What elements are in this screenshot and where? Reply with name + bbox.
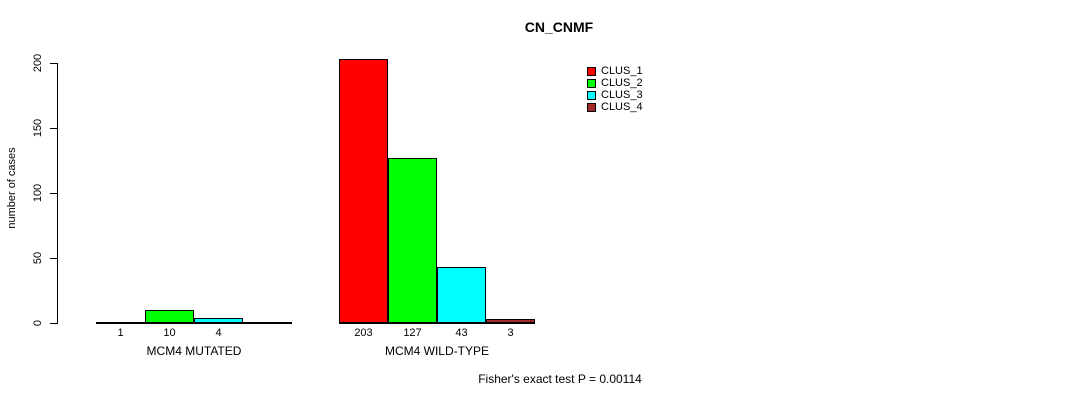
y-tick-label: 0 (32, 319, 44, 327)
bar-value-label: 4 (215, 327, 222, 339)
legend-swatch-icon (587, 78, 596, 88)
y-tick-label: 50 (32, 251, 44, 265)
y-tick-label: 100 (32, 183, 44, 203)
bar-value-label: 127 (403, 327, 422, 339)
y-tick-mark (50, 128, 57, 129)
bar-value-label: 3 (507, 327, 514, 339)
legend-label: CLUS_2 (601, 77, 643, 89)
legend-swatch-icon (587, 102, 596, 112)
y-tick-label: 150 (32, 118, 44, 138)
bar-clus_2 (388, 158, 437, 323)
y-axis-label: number of cases (6, 147, 18, 229)
legend-item-clus_2: CLUS_2 (587, 77, 643, 89)
legend-label: CLUS_3 (601, 89, 643, 101)
bar-clus_4 (486, 319, 535, 323)
y-tick-label: 200 (32, 53, 44, 73)
bar-value-label: 10 (163, 327, 176, 339)
y-axis-line (57, 63, 58, 324)
bar-clus_3 (194, 318, 243, 323)
y-tick-mark (50, 63, 57, 64)
bar-clus_1 (339, 59, 388, 323)
bar-clus_2 (145, 310, 194, 323)
bar-value-label: 43 (455, 327, 468, 339)
x-category-label: MCM4 WILD-TYPE (384, 344, 489, 358)
legend-item-clus_4: CLUS_4 (587, 101, 643, 113)
y-tick-mark (50, 193, 57, 194)
legend-item-clus_3: CLUS_3 (587, 89, 643, 101)
chart-title: CN_CNMF (524, 19, 594, 35)
legend-label: CLUS_4 (601, 101, 643, 113)
legend-swatch-icon (587, 90, 596, 100)
group-baseline (339, 322, 535, 324)
y-tick-mark (50, 323, 57, 324)
legend: CLUS_1 CLUS_2 CLUS_3 CLUS_4 (587, 65, 643, 113)
legend-swatch-icon (587, 66, 596, 76)
bar-value-label: 1 (117, 327, 124, 339)
bar-value-label: 203 (354, 327, 373, 339)
x-category-label: MCM4 MUTATED (146, 344, 242, 358)
bar-clus_3 (437, 267, 486, 323)
legend-label: CLUS_1 (601, 65, 643, 77)
group-baseline (96, 322, 292, 324)
fisher-test-annotation: Fisher's exact test P = 0.00114 (478, 372, 642, 386)
bar-clus_1 (96, 322, 145, 324)
legend-item-clus_1: CLUS_1 (587, 65, 643, 77)
y-tick-mark (50, 258, 57, 259)
